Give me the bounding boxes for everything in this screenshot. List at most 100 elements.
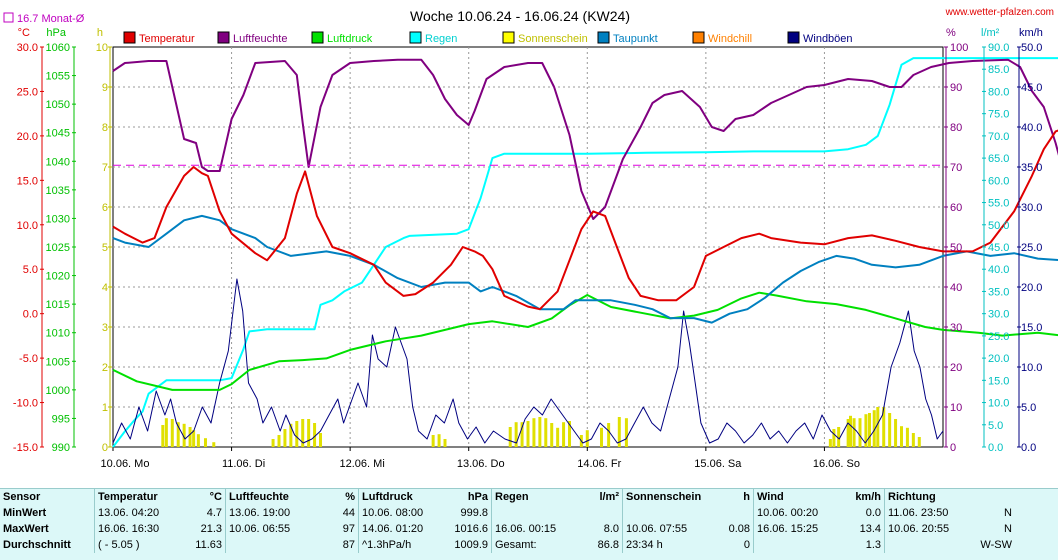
rain-tick-label: 0.0 xyxy=(988,442,1003,454)
rain-unit: l/m² xyxy=(981,27,1000,39)
legend-label: Luftfeuchte xyxy=(233,33,287,45)
sunshine-bar xyxy=(508,427,512,447)
sunshine-bar xyxy=(849,415,853,447)
sunshine-bar xyxy=(188,427,192,447)
legend-swatch xyxy=(409,31,422,44)
stats-cell-time xyxy=(225,537,316,553)
sunshine-bar xyxy=(514,422,518,447)
x-tick-label: 15.06. Sa xyxy=(694,458,742,470)
press-tick-label: 1045 xyxy=(46,128,70,140)
hum-tick-label: 100 xyxy=(950,42,968,54)
wind-tick-label: 30.0 xyxy=(1021,202,1042,214)
sun-tick-label: 9 xyxy=(102,82,108,94)
temp-tick-label: -15.0 xyxy=(13,442,38,454)
sun-tick-label: 0 xyxy=(102,442,108,454)
series-regen xyxy=(112,57,1058,448)
stats-cell-value: 999.8 xyxy=(460,507,488,519)
stats-cell-time: 14.06. 01:20 xyxy=(358,521,449,537)
sunshine-bar xyxy=(295,421,299,447)
stats-header: Regen xyxy=(491,489,580,505)
sun-tick-label: 5 xyxy=(102,242,108,254)
stats-cell-value: 1.3 xyxy=(865,539,881,551)
stats-cell-time: Gesamt: xyxy=(491,537,580,553)
wind-tick-label: 15.0 xyxy=(1021,322,1042,334)
temp-tick-label: 30.0 xyxy=(17,42,38,54)
stats-cell-time: 13.06. 19:00 xyxy=(225,505,316,521)
sun-tick-label: 7 xyxy=(102,162,108,174)
sunshine-bar xyxy=(852,418,856,447)
sunshine-bar xyxy=(532,418,536,447)
stats-header: Wind xyxy=(753,489,842,505)
x-tick-label: 10.06. Mo xyxy=(101,458,150,470)
sunshine-bar xyxy=(894,419,898,447)
sunshine-bar xyxy=(846,419,850,447)
x-tick-label: 13.06. Do xyxy=(457,458,505,470)
sunshine-bar xyxy=(161,425,165,447)
stats-cell-time xyxy=(622,505,711,521)
sunshine-bar xyxy=(876,407,880,447)
hum-tick-label: 50 xyxy=(950,242,962,254)
sunshine-bar xyxy=(837,427,841,447)
press-tick-label: 1030 xyxy=(46,213,70,225)
stats-row: MinWert 13.06. 04:20 4.7 13.06. 19:00 44 10.0… xyxy=(0,505,1015,521)
stats-header-unit: hPa xyxy=(467,491,488,503)
sunshine-bar xyxy=(544,418,548,447)
sunshine-bar xyxy=(617,417,621,447)
legend-label: Taupunkt xyxy=(613,33,658,45)
rain-tick-label: 90.0 xyxy=(988,42,1009,54)
stats-row: MaxWert 16.06. 16:30 21.3 10.06. 06:55 97 14.… xyxy=(0,521,1015,537)
stats-cell-time: ^1.3hPa/h xyxy=(358,537,449,553)
stats-cell-value: 87 xyxy=(342,539,355,551)
sunshine-bar xyxy=(607,423,611,447)
statistics-table: Sensor Temperatur °C Luftfeuchte% Luftdruck h… xyxy=(0,489,1015,553)
sunshine-bar xyxy=(431,435,435,447)
legend-swatch xyxy=(597,31,610,44)
sun-tick-label: 3 xyxy=(102,322,108,334)
stats-header: Richtung xyxy=(884,489,973,505)
sunshine-bar xyxy=(164,418,168,447)
series-lines xyxy=(112,57,1058,448)
legend-label: Windchill xyxy=(708,33,752,45)
temp-tick-label: 15.0 xyxy=(17,175,38,187)
x-tick-label: 11.06. Di xyxy=(222,458,265,470)
temp-tick-label: 10.0 xyxy=(17,220,38,232)
sunshine-bar xyxy=(905,427,909,447)
stats-cell-time: 23:34 h xyxy=(622,537,711,553)
stats-cell-time: 16.06. 00:15 xyxy=(491,521,580,537)
wind-tick-label: 40.0 xyxy=(1021,122,1042,134)
sunshine-bar xyxy=(182,423,186,447)
rain-tick-label: 30.0 xyxy=(988,309,1009,321)
temp-tick-label: -10.0 xyxy=(13,398,38,410)
sunshine-bar xyxy=(538,417,542,447)
legend-swatch xyxy=(692,31,705,44)
stats-row-label: MinWert xyxy=(3,507,47,519)
stats-cell-time: 16.06. 15:25 xyxy=(753,521,842,537)
sunshine-bar xyxy=(192,430,196,447)
legend-label: Windböen xyxy=(803,33,853,45)
stats-cell-time: 16.06. 16:30 xyxy=(94,521,183,537)
sunshine-bar xyxy=(828,439,832,447)
sunshine-bar xyxy=(176,422,180,447)
stats-cell-value: 1009.9 xyxy=(454,539,488,551)
stats-cell-value xyxy=(580,505,623,521)
sunshine-bar xyxy=(900,426,903,447)
stats-header: Sensor xyxy=(3,491,41,503)
hum-tick-label: 60 xyxy=(950,202,962,214)
legend-swatch xyxy=(123,31,136,44)
sunshine-bar xyxy=(319,433,322,447)
sunshine-bar xyxy=(212,442,216,447)
stats-header: Temperatur xyxy=(94,489,183,505)
sunshine-bar xyxy=(867,413,871,447)
temp-unit: °C xyxy=(18,27,30,39)
stats-header: Luftdruck xyxy=(358,489,449,505)
x-tick-label: 12.06. Mi xyxy=(340,458,385,470)
hum-tick-label: 80 xyxy=(950,122,962,134)
press-tick-label: 1035 xyxy=(46,185,70,197)
stats-cell-time: 10.06. 06:55 xyxy=(225,521,316,537)
stats-cell-time: 10.06. 20:55 xyxy=(884,521,973,537)
rain-tick-label: 35.0 xyxy=(988,286,1009,298)
stats-header-unit: °C xyxy=(209,491,222,503)
sunshine-bar xyxy=(289,423,293,447)
press-tick-label: 1040 xyxy=(46,156,70,168)
site-link[interactable]: www.wetter-pfalzen.com xyxy=(945,7,1054,18)
